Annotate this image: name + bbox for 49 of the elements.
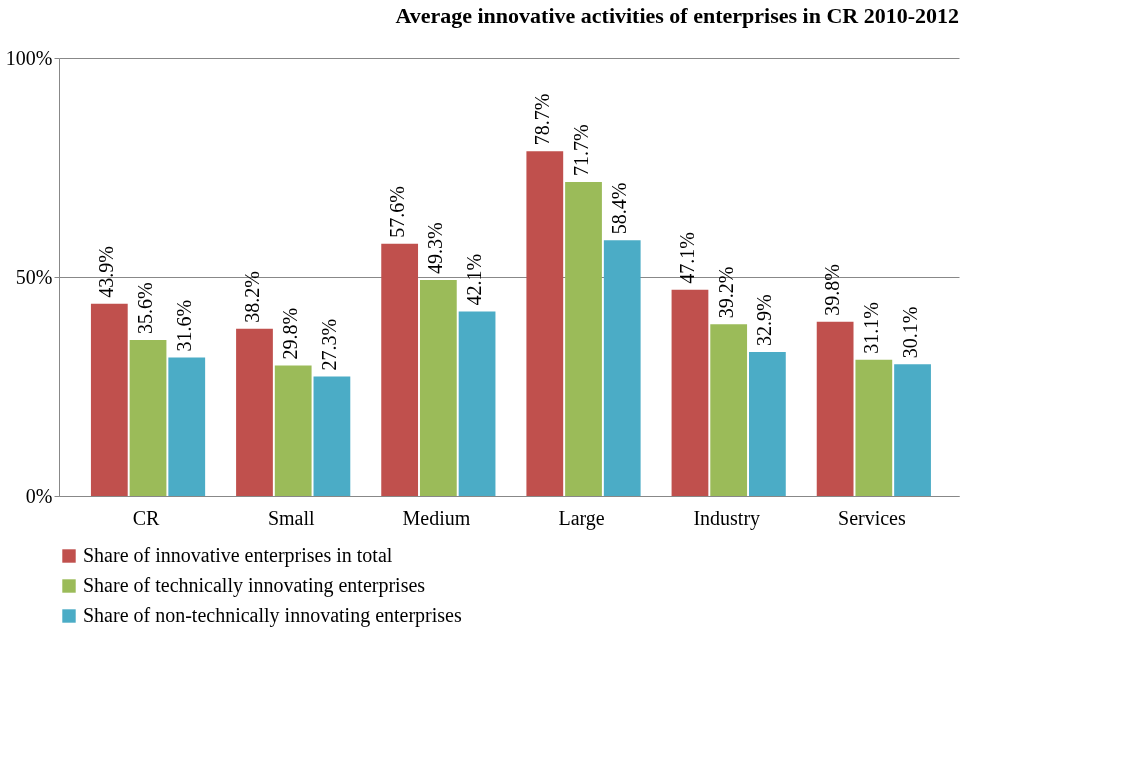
data-label: 47.1% <box>676 232 699 284</box>
bar <box>816 321 854 496</box>
bar <box>458 311 496 496</box>
x-tick-label: Small <box>267 506 316 529</box>
data-label: 42.1% <box>463 253 486 306</box>
bar <box>90 303 128 496</box>
bar <box>236 328 273 496</box>
bar <box>855 359 893 496</box>
data-label: 39.8% <box>821 264 844 316</box>
data-label: 35.6% <box>134 282 157 335</box>
data-label: 29.8% <box>279 307 302 360</box>
data-label: 78.7% <box>530 93 553 146</box>
data-label: 31.6% <box>172 299 195 352</box>
data-label: 58.4% <box>608 182 631 235</box>
data-label: 27.3% <box>317 318 340 371</box>
data-label: 32.9% <box>753 294 776 346</box>
bar <box>419 280 457 496</box>
data-label: 31.1% <box>859 302 882 354</box>
y-tick-label: 0% <box>25 484 53 507</box>
x-tick-label: Industry <box>693 506 761 530</box>
bar <box>313 376 351 496</box>
bar <box>603 240 641 496</box>
data-label: 57.6% <box>385 186 408 238</box>
x-tick-label: CR <box>132 506 161 529</box>
x-tick-label: Services <box>838 506 906 529</box>
bar <box>565 181 602 496</box>
data-label: 71.7% <box>569 124 592 176</box>
data-label: 30.1% <box>898 306 921 359</box>
data-label: 39.2% <box>714 266 737 319</box>
legend-label: Share of innovative enterprises in total <box>83 544 393 567</box>
legend-label: Share of non-technically innovating enterprises <box>83 604 462 627</box>
data-label: 49.3% <box>424 222 447 275</box>
bar <box>274 365 312 496</box>
bar <box>710 324 748 496</box>
data-label: 43.9% <box>95 246 118 298</box>
x-tick-label: Large <box>558 506 605 530</box>
bar <box>129 340 167 496</box>
bar <box>894 364 931 496</box>
data-label: 38.2% <box>240 271 263 323</box>
bar <box>168 357 206 496</box>
x-tick-label: Medium <box>402 506 471 529</box>
y-tick-label: 100% <box>5 46 53 69</box>
chart-title: Average innovative activities of enterprises in CR 2010-2012 <box>395 3 959 28</box>
legend-label: Share of technically innovating enterprises <box>83 574 426 597</box>
bar <box>671 289 709 496</box>
bar <box>381 243 419 496</box>
bar <box>526 151 564 496</box>
y-tick-label: 50% <box>15 265 53 288</box>
bar <box>749 351 786 496</box>
